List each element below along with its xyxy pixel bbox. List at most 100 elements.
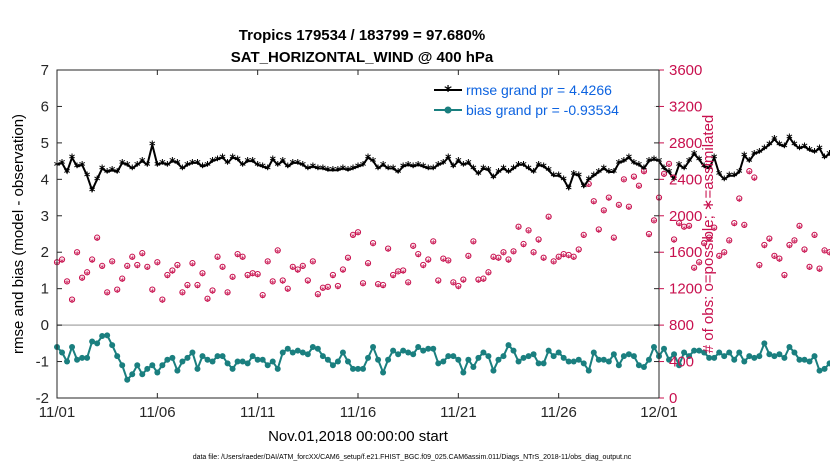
obs-assimilated-point: * xyxy=(456,284,461,295)
bias-point xyxy=(650,343,657,350)
obs-assimilated-point: * xyxy=(215,255,220,266)
bias-point xyxy=(69,343,76,350)
obs-possible-point xyxy=(269,278,276,285)
y-tick-label-right: 400 xyxy=(669,354,694,371)
obs-assimilated-point: * xyxy=(762,243,767,254)
legend-bias-marker xyxy=(444,106,452,114)
rmse-point: * xyxy=(425,162,432,176)
rmse-point: * xyxy=(801,141,808,155)
obs-possible-point xyxy=(119,275,126,282)
obs-assimilated-point: * xyxy=(421,263,426,274)
y-axis-label-right: # of obs: o=possible; ∗=assimilated xyxy=(700,115,717,354)
rmse-point: * xyxy=(370,155,377,169)
rmse-point: * xyxy=(305,162,312,176)
obs-assimilated-point: * xyxy=(411,244,416,255)
bias-point xyxy=(164,356,171,363)
bias-point xyxy=(445,353,452,360)
obs-assimilated-point: * xyxy=(717,254,722,265)
obs-possible-point xyxy=(354,229,362,236)
rmse-point: * xyxy=(69,151,76,165)
obs-possible-point xyxy=(771,252,778,259)
obs-assimilated-point: * xyxy=(672,237,677,248)
obs-possible-point xyxy=(364,260,372,267)
obs-assimilated-point: * xyxy=(491,255,496,266)
bias-point xyxy=(525,353,532,360)
obs-possible-point xyxy=(595,226,602,233)
bias-point xyxy=(355,365,361,372)
obs-possible-point xyxy=(104,289,111,296)
obs-assimilated-point: * xyxy=(100,264,105,275)
rmse-point: * xyxy=(340,162,347,176)
bias-point xyxy=(465,356,472,363)
bias-point xyxy=(154,369,161,376)
legend-box xyxy=(430,80,656,122)
obs-assimilated-point: * xyxy=(350,233,355,244)
obs-assimilated-point: * xyxy=(310,259,315,270)
rmse-point: * xyxy=(124,159,131,173)
rmse-point: * xyxy=(430,162,437,176)
rmse-point: * xyxy=(771,133,778,147)
rmse-point: * xyxy=(811,146,818,160)
bias-point xyxy=(420,347,427,354)
y-tick-label-left: 3 xyxy=(41,208,49,225)
rmse-point: * xyxy=(64,166,71,180)
bias-point xyxy=(319,353,326,360)
rmse-point: * xyxy=(275,159,282,173)
rmse-point: * xyxy=(535,159,542,173)
rmse-point: * xyxy=(530,166,537,180)
rmse-point: * xyxy=(290,157,297,171)
obs-assimilated-point: * xyxy=(280,278,285,289)
obs-assimilated-point: * xyxy=(742,223,747,234)
obs-possible-point xyxy=(701,240,708,247)
obs-assimilated-point: * xyxy=(777,256,782,267)
obs-assimilated-point: * xyxy=(662,172,667,183)
obs-possible-point xyxy=(505,256,512,263)
obs-assimilated-point: * xyxy=(436,278,441,289)
bias-point xyxy=(124,376,131,383)
rmse-point: * xyxy=(109,164,116,178)
rmse-point: * xyxy=(134,159,141,173)
bias-point xyxy=(681,349,688,356)
obs-possible-point xyxy=(199,270,206,277)
obs-possible-point xyxy=(711,224,718,231)
obs-assimilated-point: * xyxy=(451,280,456,291)
data-file-footnote: data file: /Users/raeder/DAI/ATM_forcXX/… xyxy=(193,454,632,461)
obs-assimilated-point: * xyxy=(295,267,300,278)
bias-point xyxy=(731,356,738,363)
rmse-point: * xyxy=(104,166,111,180)
obs-assimilated-point: * xyxy=(170,268,175,279)
bias-point xyxy=(304,351,311,358)
y-tick-label-left: 5 xyxy=(41,135,49,152)
bias-point xyxy=(309,343,316,350)
rmse-point: * xyxy=(280,155,287,169)
obs-assimilated-point: * xyxy=(361,281,366,292)
bias-point xyxy=(109,342,116,349)
obs-possible-point xyxy=(229,273,236,280)
obs-assimilated-point: * xyxy=(95,235,100,246)
obs-assimilated-point: * xyxy=(366,261,371,272)
bias-point xyxy=(530,351,537,358)
obs-possible-point xyxy=(495,254,502,261)
obs-assimilated-point: * xyxy=(571,255,576,266)
bias-point xyxy=(159,362,166,369)
rmse-point: * xyxy=(89,184,96,198)
obs-assimilated-point: * xyxy=(320,286,325,297)
bias-point xyxy=(370,343,377,350)
y-tick-label-right: 2400 xyxy=(669,171,702,188)
obs-possible-point xyxy=(570,253,577,260)
bias-point xyxy=(766,351,773,358)
obs-possible-point xyxy=(670,236,678,243)
obs-assimilated-point: * xyxy=(827,250,830,261)
bias-point xyxy=(184,354,191,361)
rmse-point: * xyxy=(586,173,593,187)
obs-assimilated-point: * xyxy=(531,250,536,261)
rmse-point: * xyxy=(149,139,156,153)
obs-assimilated-point: * xyxy=(396,269,401,280)
obs-possible-point xyxy=(620,176,627,183)
obs-possible-point xyxy=(304,277,311,284)
rmse-point: * xyxy=(571,168,578,182)
rmse-point: * xyxy=(561,173,568,187)
obs-assimilated-point: * xyxy=(496,256,501,267)
obs-possible-point xyxy=(801,246,808,253)
